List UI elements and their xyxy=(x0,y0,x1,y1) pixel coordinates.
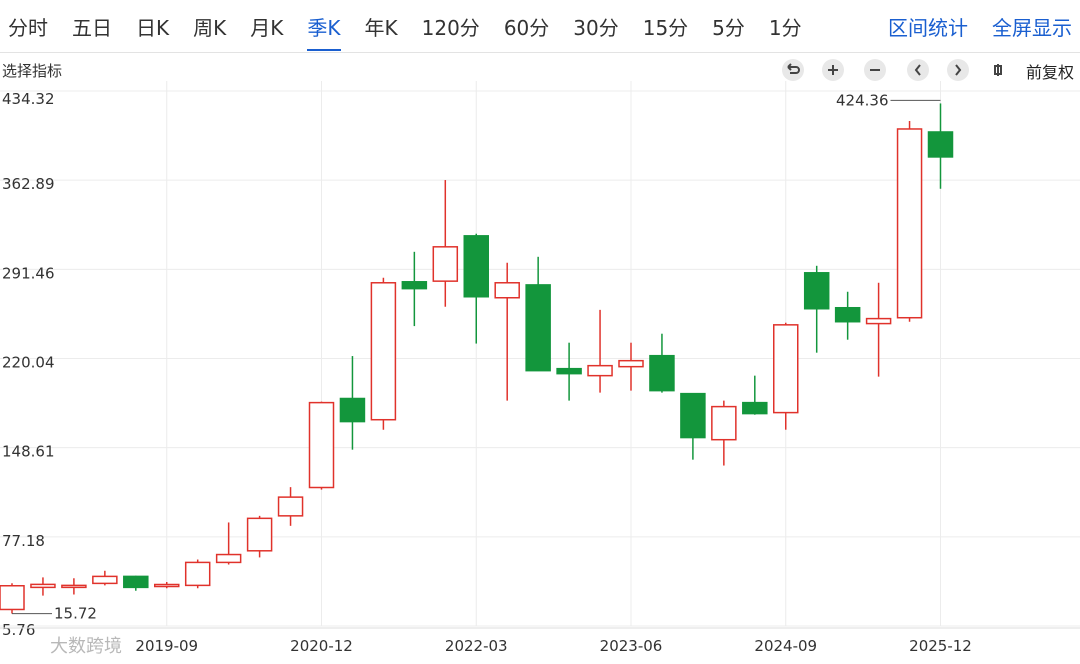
y-tick-label: 220.04 xyxy=(2,354,55,372)
period-tab[interactable]: 年K xyxy=(364,16,398,40)
candle-body xyxy=(308,401,335,489)
link[interactable]: 区间统计 xyxy=(888,16,968,40)
toolbar-icons xyxy=(782,59,1002,81)
candle-body xyxy=(649,354,675,392)
candle-body xyxy=(587,364,613,377)
links: 区间统计 全屏显示 xyxy=(888,12,1072,41)
y-tick-label: 291.46 xyxy=(2,264,55,282)
x-tick-label: 2019-09 xyxy=(135,637,198,655)
candle-body xyxy=(61,584,87,589)
period-tab[interactable]: 120分 xyxy=(421,16,480,40)
link[interactable]: 全屏显示 xyxy=(992,16,1072,40)
period-tab[interactable]: 30分 xyxy=(573,16,619,40)
x-tick-label: 2025-12 xyxy=(909,637,972,655)
price-adjust[interactable]: 前复权 xyxy=(1026,63,1075,82)
max-label: 424.36 xyxy=(836,91,889,109)
x-tick-label: 2023-06 xyxy=(600,637,663,655)
period-tab[interactable]: 5分 xyxy=(712,16,745,40)
divider xyxy=(0,52,1080,53)
candle-body xyxy=(154,583,180,588)
candle-body xyxy=(370,282,397,421)
period-tab[interactable]: 60分 xyxy=(503,16,550,40)
candle-body xyxy=(927,131,954,158)
candle-body xyxy=(339,397,366,423)
candle-body xyxy=(463,235,489,298)
reset-button[interactable] xyxy=(782,59,804,81)
watermark: 大数跨境 xyxy=(50,636,122,657)
y-tick-label: 148.61 xyxy=(2,443,55,461)
candle-body xyxy=(773,324,799,414)
candle-body xyxy=(92,575,118,585)
y-tick-label: 362.89 xyxy=(2,175,55,193)
candle-body xyxy=(401,281,428,290)
period-tabs: 分时 五日 日K 周K 月K 季K 年K 120分 60分 30分 15分 5分 1分 xyxy=(8,12,802,51)
candle-body xyxy=(525,284,551,372)
period-tab[interactable]: 分时 xyxy=(8,16,48,40)
candle-body xyxy=(556,367,582,375)
period-tab[interactable]: 15分 xyxy=(642,16,689,40)
candle-body xyxy=(277,496,304,517)
candle-body xyxy=(184,561,211,587)
candle-body xyxy=(742,401,768,415)
candle-body xyxy=(123,575,149,589)
candle-body xyxy=(618,359,644,368)
period-tab[interactable]: 五日 xyxy=(72,16,112,40)
candle-body xyxy=(711,405,737,441)
x-tick-label: 2022-03 xyxy=(445,637,508,655)
y-tick-label: 5.76 xyxy=(2,621,35,639)
y-tick-label: 77.18 xyxy=(2,532,45,550)
candle-body xyxy=(834,306,861,323)
candle-body xyxy=(432,246,459,282)
candle-body xyxy=(803,272,830,310)
candle-body xyxy=(0,585,25,611)
next-button[interactable] xyxy=(947,59,969,81)
candle-body xyxy=(30,583,56,589)
period-tab[interactable]: 月K xyxy=(250,16,284,40)
candle-body xyxy=(246,517,273,552)
x-tick-label: 2024-09 xyxy=(754,637,817,655)
period-tab[interactable]: 周K xyxy=(193,16,227,40)
icon-glyphs xyxy=(787,63,1002,76)
indicator-select[interactable]: 选择指标 xyxy=(2,62,63,80)
y-tick-label: 434.32 xyxy=(2,90,55,108)
candle-body xyxy=(215,553,242,564)
candle-body xyxy=(865,317,892,325)
candle-body xyxy=(896,128,923,319)
prev-button[interactable] xyxy=(907,59,929,81)
candle-body xyxy=(680,392,706,439)
x-tick-label: 2020-12 xyxy=(290,637,353,655)
candle-body xyxy=(494,282,520,299)
min-label: 15.72 xyxy=(54,605,97,623)
period-tab[interactable]: 日K xyxy=(136,16,170,40)
period-tab[interactable]: 1分 xyxy=(768,16,802,40)
period-tab[interactable]: 季K xyxy=(307,12,341,51)
